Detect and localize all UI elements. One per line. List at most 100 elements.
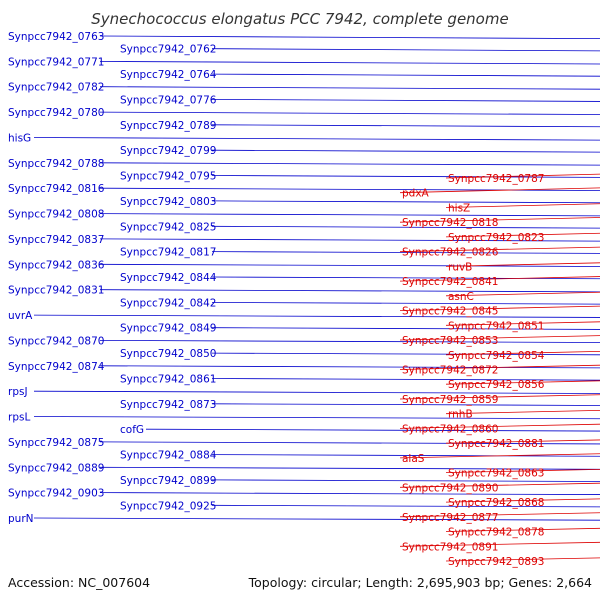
forward-leader-line bbox=[145, 428, 600, 432]
reverse-gene-label: Synpcc7942_0890 bbox=[402, 482, 498, 494]
reverse-gene-label: rnhB bbox=[448, 409, 473, 421]
forward-gene-label: Synpcc7942_0836 bbox=[8, 259, 105, 271]
forward-gene-label: uvrA bbox=[8, 310, 33, 322]
forward-gene-label: Synpcc7942_0817 bbox=[120, 247, 216, 259]
forward-gene-label: Synpcc7942_0889 bbox=[8, 462, 104, 474]
forward-gene-label: Synpcc7942_0875 bbox=[8, 437, 104, 449]
forward-gene-label: Synpcc7942_0849 bbox=[120, 323, 216, 335]
forward-gene-label: Synpcc7942_0764 bbox=[120, 69, 217, 81]
forward-gene-label: Synpcc7942_0825 bbox=[120, 221, 216, 233]
forward-leader-line bbox=[33, 137, 600, 141]
forward-leader-line bbox=[211, 124, 600, 128]
forward-leader-line bbox=[33, 390, 600, 394]
reverse-gene-label: Synpcc7942_0851 bbox=[448, 320, 544, 332]
forward-gene-label: Synpcc7942_0771 bbox=[8, 56, 104, 68]
accession-text: Accession: NC_007604 bbox=[8, 575, 150, 590]
reverse-gene-label: ruvB bbox=[448, 261, 472, 273]
forward-leader-line bbox=[211, 225, 600, 229]
forward-gene-label: Synpcc7942_0816 bbox=[8, 183, 105, 195]
forward-gene-label: Synpcc7942_0899 bbox=[120, 475, 216, 487]
forward-gene-label: cofG bbox=[120, 424, 144, 436]
forward-gene-label: hisG bbox=[8, 133, 31, 145]
reverse-leader-line bbox=[399, 187, 600, 194]
forward-gene-label: Synpcc7942_0780 bbox=[8, 107, 104, 119]
reverse-gene-label: Synpcc7942_0878 bbox=[448, 527, 544, 539]
reverse-gene-label: Synpcc7942_0856 bbox=[448, 379, 545, 391]
forward-leader-line bbox=[211, 327, 600, 330]
forward-leader-line bbox=[211, 99, 600, 102]
forward-gene-label: rpsJ bbox=[8, 386, 28, 398]
forward-leader-line bbox=[211, 200, 600, 204]
forward-leader-line bbox=[99, 263, 600, 267]
reverse-gene-label: Synpcc7942_0818 bbox=[402, 217, 498, 229]
forward-gene-label: Synpcc7942_0782 bbox=[8, 82, 104, 94]
forward-leader-line bbox=[99, 289, 600, 293]
forward-leader-line bbox=[211, 73, 600, 77]
reverse-gene-label: Synpcc7942_0891 bbox=[402, 541, 498, 553]
forward-leader-line bbox=[99, 35, 600, 40]
forward-leader-line bbox=[99, 466, 600, 470]
forward-leader-line bbox=[211, 175, 600, 178]
forward-leader-line bbox=[211, 276, 600, 280]
forward-gene-label: Synpcc7942_0789 bbox=[120, 120, 216, 132]
leader-lines bbox=[33, 35, 600, 562]
forward-gene-label: purN bbox=[8, 513, 34, 525]
forward-leader-line bbox=[33, 314, 600, 318]
reverse-gene-label: Synpcc7942_0872 bbox=[402, 365, 498, 377]
forward-gene-label: Synpcc7942_0837 bbox=[8, 234, 104, 246]
forward-gene-label: Synpcc7942_0850 bbox=[120, 348, 216, 360]
topology-summary: Topology: circular; Length: 2,695,903 bp… bbox=[248, 575, 592, 590]
reverse-gene-label: Synpcc7942_0881 bbox=[448, 438, 544, 450]
reverse-gene-label: hisZ bbox=[448, 203, 470, 215]
reverse-gene-label: alaS bbox=[402, 453, 425, 465]
forward-leader-line bbox=[99, 238, 600, 242]
forward-leader-line bbox=[33, 416, 600, 420]
forward-leader-line bbox=[211, 251, 600, 254]
forward-leader-line bbox=[99, 111, 600, 115]
forward-gene-label: Synpcc7942_0799 bbox=[120, 145, 216, 157]
forward-gene-label: Synpcc7942_0808 bbox=[8, 209, 104, 221]
map-title: Synechococcus elongatus PCC 7942, comple… bbox=[91, 10, 508, 28]
forward-leader-line bbox=[211, 301, 600, 305]
reverse-gene-label: Synpcc7942_0854 bbox=[448, 350, 545, 362]
forward-leader-line bbox=[99, 339, 600, 343]
reverse-gene-label: Synpcc7942_0845 bbox=[402, 306, 498, 318]
forward-gene-label: Synpcc7942_0861 bbox=[120, 374, 216, 386]
forward-leader-line bbox=[99, 441, 600, 445]
forward-leader-line bbox=[99, 213, 600, 217]
forward-leader-line bbox=[99, 492, 600, 495]
reverse-gene-label: Synpcc7942_0860 bbox=[402, 423, 498, 435]
forward-gene-label: Synpcc7942_0870 bbox=[8, 335, 104, 347]
forward-leader-line bbox=[211, 352, 600, 356]
forward-leader-line bbox=[211, 149, 600, 153]
forward-leader-line bbox=[99, 162, 600, 166]
reverse-gene-label: Synpcc7942_0863 bbox=[448, 468, 544, 480]
reverse-gene-label: Synpcc7942_0868 bbox=[448, 497, 544, 509]
forward-gene-label: Synpcc7942_0788 bbox=[8, 158, 104, 170]
forward-gene-label: Synpcc7942_0842 bbox=[120, 297, 216, 309]
reverse-gene-label: Synpcc7942_0841 bbox=[402, 276, 498, 288]
reverse-leader-line bbox=[445, 173, 600, 179]
forward-gene-label: Synpcc7942_0873 bbox=[120, 399, 216, 411]
reverse-gene-label: Synpcc7942_0787 bbox=[448, 173, 544, 185]
forward-gene-label: Synpcc7942_0844 bbox=[120, 272, 217, 284]
reverse-gene-label: Synpcc7942_0893 bbox=[448, 556, 544, 568]
forward-leader-line bbox=[33, 517, 600, 521]
forward-leader-line bbox=[211, 48, 600, 52]
reverse-gene-label: Synpcc7942_0826 bbox=[402, 247, 499, 259]
forward-gene-label: Synpcc7942_0762 bbox=[120, 44, 216, 56]
reverse-gene-label: asnC bbox=[448, 291, 474, 303]
forward-leader-line bbox=[99, 187, 600, 191]
forward-leader-line bbox=[99, 86, 600, 90]
forward-gene-label: Synpcc7942_0831 bbox=[8, 285, 104, 297]
forward-gene-label: Synpcc7942_0874 bbox=[8, 361, 105, 373]
forward-gene-label: Synpcc7942_0803 bbox=[120, 196, 216, 208]
forward-gene-label: Synpcc7942_0884 bbox=[120, 450, 217, 462]
reverse-gene-label: pdxA bbox=[402, 188, 430, 200]
forward-leader-line bbox=[99, 61, 600, 65]
gene-labels: Synpcc7942_0763 Synpcc7942_0762 Synpcc7942… bbox=[8, 31, 545, 568]
forward-gene-label: Synpcc7942_0763 bbox=[8, 31, 104, 43]
forward-gene-label: Synpcc7942_0903 bbox=[8, 488, 104, 500]
reverse-gene-label: Synpcc7942_0877 bbox=[402, 512, 498, 524]
